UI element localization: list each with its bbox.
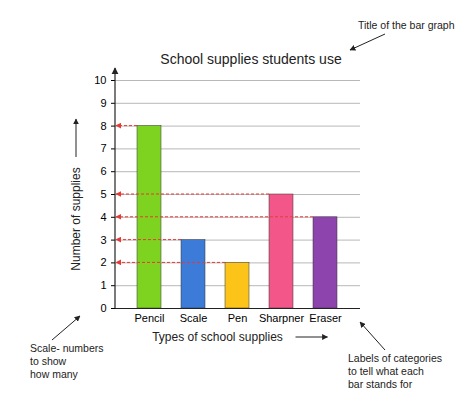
svg-text:Scale- numbersto showhow many: Scale- numbersto showhow many: [30, 342, 104, 380]
svg-text:Types of school supplies: Types of school supplies: [152, 330, 283, 344]
svg-text:2: 2: [100, 256, 106, 268]
svg-text:1: 1: [100, 279, 106, 291]
svg-text:3: 3: [100, 234, 106, 246]
svg-text:6: 6: [100, 165, 106, 177]
svg-text:Sharpner: Sharpner: [259, 312, 305, 324]
svg-text:7: 7: [100, 142, 106, 154]
svg-text:Pencil: Pencil: [135, 312, 165, 324]
svg-text:8: 8: [100, 120, 106, 132]
svg-text:Eraser: Eraser: [309, 312, 342, 324]
svg-text:Title of the bar graph: Title of the bar graph: [358, 19, 455, 31]
svg-text:0: 0: [100, 302, 106, 314]
svg-text:10: 10: [94, 74, 106, 86]
svg-text:4: 4: [100, 211, 106, 223]
svg-text:School supplies students use: School supplies students use: [160, 51, 342, 67]
svg-text:Number of supplies: Number of supplies: [69, 167, 83, 270]
svg-text:Labels of categoriesto tell wh: Labels of categoriesto tell what eachbar…: [348, 352, 442, 390]
svg-text:9: 9: [100, 97, 106, 109]
svg-text:5: 5: [100, 188, 106, 200]
svg-text:Pen: Pen: [228, 312, 248, 324]
svg-text:Scale: Scale: [180, 312, 208, 324]
